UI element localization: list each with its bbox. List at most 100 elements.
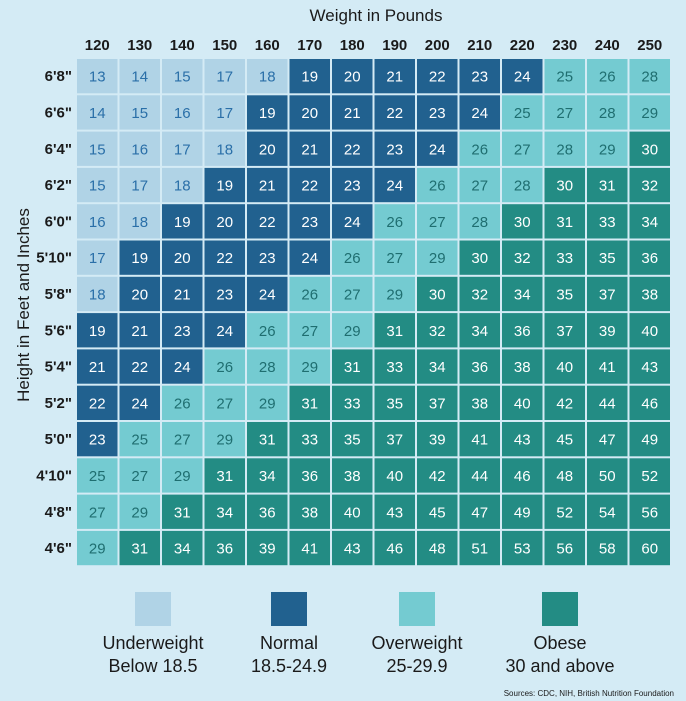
bmi-value: 35 (386, 395, 403, 412)
bmi-cell (587, 458, 628, 493)
bmi-value: 49 (641, 432, 658, 449)
bmi-cell (629, 313, 670, 348)
height-header: 5'0" (45, 431, 72, 448)
bmi-cell (417, 240, 458, 275)
y-axis-title: Height in Feet and Inches (14, 208, 33, 402)
bmi-value: 18 (89, 286, 106, 303)
bmi-value: 21 (131, 323, 148, 340)
bmi-value: 35 (556, 286, 573, 303)
bmi-value: 17 (174, 141, 191, 158)
bmi-value: 23 (471, 69, 488, 86)
bmi-value: 20 (259, 141, 276, 158)
bmi-cell (332, 59, 373, 94)
bmi-value: 22 (301, 178, 318, 195)
bmi-value: 29 (641, 105, 658, 122)
bmi-cell (502, 385, 543, 420)
bmi-cell (544, 95, 585, 130)
bmi-value: 28 (259, 359, 276, 376)
bmi-value: 34 (216, 504, 233, 521)
bmi-value: 38 (514, 359, 531, 376)
bmi-cell (459, 95, 500, 130)
bmi-value: 15 (89, 141, 106, 158)
bmi-cell (204, 422, 245, 457)
bmi-cell (119, 349, 160, 384)
bmi-value: 21 (174, 286, 191, 303)
bmi-cell (417, 276, 458, 312)
bmi-value: 18 (259, 69, 276, 86)
bmi-value: 15 (131, 105, 148, 122)
bmi-cell (374, 349, 415, 384)
bmi-value: 15 (174, 69, 191, 86)
bmi-value: 22 (216, 250, 233, 267)
bmi-value: 32 (514, 250, 531, 267)
bmi-value: 34 (641, 214, 658, 231)
weight-header: 200 (425, 37, 450, 54)
bmi-value: 53 (514, 541, 531, 558)
bmi-cell (119, 59, 160, 94)
bmi-cell (162, 95, 203, 130)
bmi-value: 29 (174, 468, 191, 485)
height-header: 4'8" (45, 504, 72, 521)
bmi-cell (332, 240, 373, 275)
bmi-cell (162, 349, 203, 384)
bmi-cell (119, 313, 160, 348)
bmi-cell (77, 494, 118, 529)
bmi-value: 25 (514, 105, 531, 122)
bmi-value: 27 (174, 432, 191, 449)
bmi-cell (374, 385, 415, 420)
bmi-value: 43 (386, 504, 403, 521)
bmi-cell (289, 276, 330, 312)
bmi-value: 31 (344, 359, 361, 376)
bmi-value: 23 (89, 432, 106, 449)
bmi-cell (119, 131, 160, 166)
bmi-value: 24 (514, 69, 531, 86)
bmi-value: 27 (344, 286, 361, 303)
bmi-value: 56 (641, 504, 658, 521)
bmi-cell (502, 204, 543, 239)
legend-swatch (135, 592, 171, 626)
bmi-cell (459, 458, 500, 493)
bmi-value: 20 (301, 105, 318, 122)
bmi-cell (374, 131, 415, 166)
bmi-value: 50 (599, 468, 616, 485)
legend-range: 30 and above (505, 656, 614, 676)
bmi-value: 46 (386, 541, 403, 558)
bmi-cell (204, 349, 245, 384)
bmi-cell (374, 240, 415, 275)
bmi-value: 36 (259, 504, 276, 521)
bmi-cell (417, 95, 458, 130)
bmi-cell (247, 276, 288, 312)
bmi-cell (629, 422, 670, 457)
bmi-value: 30 (429, 286, 446, 303)
bmi-cell (459, 167, 500, 203)
bmi-value: 31 (386, 323, 403, 340)
bmi-cell (587, 385, 628, 420)
bmi-cell (77, 276, 118, 312)
bmi-value: 41 (471, 432, 488, 449)
bmi-value: 19 (301, 69, 318, 86)
bmi-cell (544, 240, 585, 275)
bmi-cell (587, 313, 628, 348)
bmi-value: 14 (89, 105, 106, 122)
legend-name: Overweight (371, 633, 462, 653)
bmi-cell (247, 422, 288, 457)
bmi-value: 22 (386, 105, 403, 122)
bmi-value: 24 (471, 105, 488, 122)
bmi-cell (417, 422, 458, 457)
height-header: 5'2" (45, 395, 72, 412)
bmi-value: 24 (174, 359, 191, 376)
weight-header: 170 (297, 37, 322, 54)
bmi-cell (247, 59, 288, 94)
bmi-cell (162, 422, 203, 457)
bmi-cell (502, 59, 543, 94)
bmi-value: 23 (216, 286, 233, 303)
weight-header: 160 (255, 37, 280, 54)
bmi-value: 27 (514, 141, 531, 158)
bmi-value: 34 (471, 323, 488, 340)
legend-range: Below 18.5 (108, 656, 197, 676)
height-header: 5'10" (36, 250, 72, 267)
bmi-value: 17 (216, 69, 233, 86)
bmi-value: 40 (556, 359, 573, 376)
bmi-cell (629, 494, 670, 529)
bmi-value: 23 (429, 105, 446, 122)
